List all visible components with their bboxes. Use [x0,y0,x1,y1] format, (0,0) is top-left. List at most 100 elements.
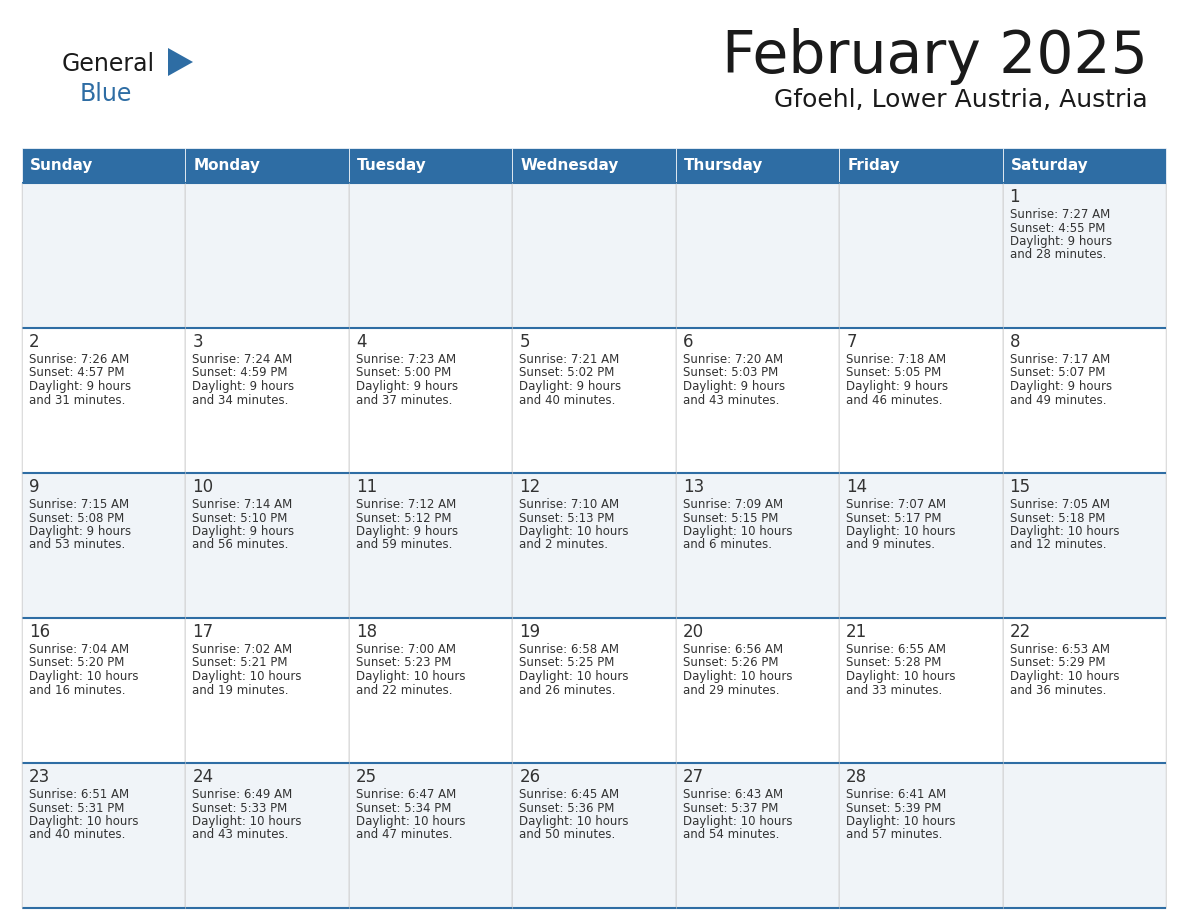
Bar [185,473,349,618]
Bar [349,763,512,908]
Text: 7: 7 [846,333,857,351]
Bar [839,148,1003,183]
Text: 3: 3 [192,333,203,351]
Text: and 40 minutes.: and 40 minutes. [519,394,615,407]
Text: Daylight: 9 hours: Daylight: 9 hours [356,380,459,393]
Text: and 50 minutes.: and 50 minutes. [519,829,615,842]
Text: Daylight: 9 hours: Daylight: 9 hours [192,380,295,393]
Text: and 57 minutes.: and 57 minutes. [846,829,942,842]
Text: Daylight: 10 hours: Daylight: 10 hours [519,525,628,538]
Text: Sunrise: 7:09 AM: Sunrise: 7:09 AM [683,498,783,511]
Text: Daylight: 10 hours: Daylight: 10 hours [519,670,628,683]
Text: Sunset: 5:08 PM: Sunset: 5:08 PM [29,511,125,524]
Bar [23,763,185,908]
Text: Daylight: 9 hours: Daylight: 9 hours [846,380,948,393]
Text: Sunset: 4:55 PM: Sunset: 4:55 PM [1010,221,1105,234]
Text: Sunset: 4:59 PM: Sunset: 4:59 PM [192,366,287,379]
Bar [23,473,185,618]
Text: Sunset: 5:02 PM: Sunset: 5:02 PM [519,366,614,379]
Text: Saturday: Saturday [1011,158,1088,173]
Text: and 46 minutes.: and 46 minutes. [846,394,942,407]
Text: 24: 24 [192,768,214,786]
Text: Sunrise: 6:58 AM: Sunrise: 6:58 AM [519,643,619,656]
Bar [676,763,839,908]
Text: and 9 minutes.: and 9 minutes. [846,539,935,552]
Bar [512,328,676,473]
Bar [839,183,1003,328]
Text: Daylight: 9 hours: Daylight: 9 hours [29,525,131,538]
Bar [349,183,512,328]
Bar [512,183,676,328]
Text: 9: 9 [29,478,39,496]
Text: Sunset: 5:21 PM: Sunset: 5:21 PM [192,656,287,669]
Text: Sunset: 5:39 PM: Sunset: 5:39 PM [846,801,942,814]
Text: Sunrise: 7:18 AM: Sunrise: 7:18 AM [846,353,947,366]
Text: Daylight: 10 hours: Daylight: 10 hours [846,525,955,538]
Text: and 34 minutes.: and 34 minutes. [192,394,289,407]
Text: Sunrise: 7:20 AM: Sunrise: 7:20 AM [683,353,783,366]
Text: Sunset: 5:36 PM: Sunset: 5:36 PM [519,801,614,814]
Text: 15: 15 [1010,478,1031,496]
Text: Sunrise: 6:49 AM: Sunrise: 6:49 AM [192,788,292,801]
Text: Sunset: 5:29 PM: Sunset: 5:29 PM [1010,656,1105,669]
Bar [1003,618,1165,763]
Bar [1003,763,1165,908]
Text: Sunset: 5:03 PM: Sunset: 5:03 PM [683,366,778,379]
Text: Sunrise: 6:51 AM: Sunrise: 6:51 AM [29,788,129,801]
Text: and 40 minutes.: and 40 minutes. [29,829,126,842]
Bar [1003,183,1165,328]
Text: Sunrise: 7:23 AM: Sunrise: 7:23 AM [356,353,456,366]
Bar [185,328,349,473]
Bar [839,763,1003,908]
Bar [512,473,676,618]
Text: Daylight: 10 hours: Daylight: 10 hours [356,815,466,828]
Text: Daylight: 10 hours: Daylight: 10 hours [846,815,955,828]
Text: Sunrise: 6:43 AM: Sunrise: 6:43 AM [683,788,783,801]
Text: Sunset: 4:57 PM: Sunset: 4:57 PM [29,366,125,379]
Text: Daylight: 10 hours: Daylight: 10 hours [29,670,139,683]
Text: and 22 minutes.: and 22 minutes. [356,684,453,697]
Text: and 47 minutes.: and 47 minutes. [356,829,453,842]
Bar [676,473,839,618]
Text: 4: 4 [356,333,366,351]
Text: Monday: Monday [194,158,260,173]
Text: and 33 minutes.: and 33 minutes. [846,684,942,697]
Text: General: General [62,52,156,76]
Text: 6: 6 [683,333,694,351]
Text: Daylight: 9 hours: Daylight: 9 hours [1010,380,1112,393]
Bar [839,328,1003,473]
Text: Sunrise: 7:14 AM: Sunrise: 7:14 AM [192,498,292,511]
Text: Sunrise: 6:41 AM: Sunrise: 6:41 AM [846,788,947,801]
Text: 5: 5 [519,333,530,351]
Bar [512,763,676,908]
Text: Sunrise: 7:07 AM: Sunrise: 7:07 AM [846,498,947,511]
Text: and 53 minutes.: and 53 minutes. [29,539,125,552]
Text: Sunrise: 7:21 AM: Sunrise: 7:21 AM [519,353,619,366]
Text: 21: 21 [846,623,867,641]
Text: Sunset: 5:00 PM: Sunset: 5:00 PM [356,366,451,379]
Text: Sunday: Sunday [30,158,94,173]
Text: Daylight: 10 hours: Daylight: 10 hours [356,670,466,683]
Bar [839,618,1003,763]
Text: Sunset: 5:31 PM: Sunset: 5:31 PM [29,801,125,814]
Text: and 28 minutes.: and 28 minutes. [1010,249,1106,262]
Text: Sunset: 5:12 PM: Sunset: 5:12 PM [356,511,451,524]
Text: Sunset: 5:34 PM: Sunset: 5:34 PM [356,801,451,814]
Text: Daylight: 10 hours: Daylight: 10 hours [683,815,792,828]
Text: Thursday: Thursday [684,158,763,173]
Bar [1003,148,1165,183]
Bar [1003,473,1165,618]
Text: Sunrise: 7:24 AM: Sunrise: 7:24 AM [192,353,292,366]
Text: Sunrise: 6:47 AM: Sunrise: 6:47 AM [356,788,456,801]
Text: Daylight: 10 hours: Daylight: 10 hours [192,670,302,683]
Bar [349,148,512,183]
Text: Sunset: 5:28 PM: Sunset: 5:28 PM [846,656,942,669]
Text: and 12 minutes.: and 12 minutes. [1010,539,1106,552]
Text: and 29 minutes.: and 29 minutes. [683,684,779,697]
Text: and 54 minutes.: and 54 minutes. [683,829,779,842]
Text: and 31 minutes.: and 31 minutes. [29,394,126,407]
Text: and 36 minutes.: and 36 minutes. [1010,684,1106,697]
Text: and 16 minutes.: and 16 minutes. [29,684,126,697]
Text: Sunset: 5:10 PM: Sunset: 5:10 PM [192,511,287,524]
Text: 14: 14 [846,478,867,496]
